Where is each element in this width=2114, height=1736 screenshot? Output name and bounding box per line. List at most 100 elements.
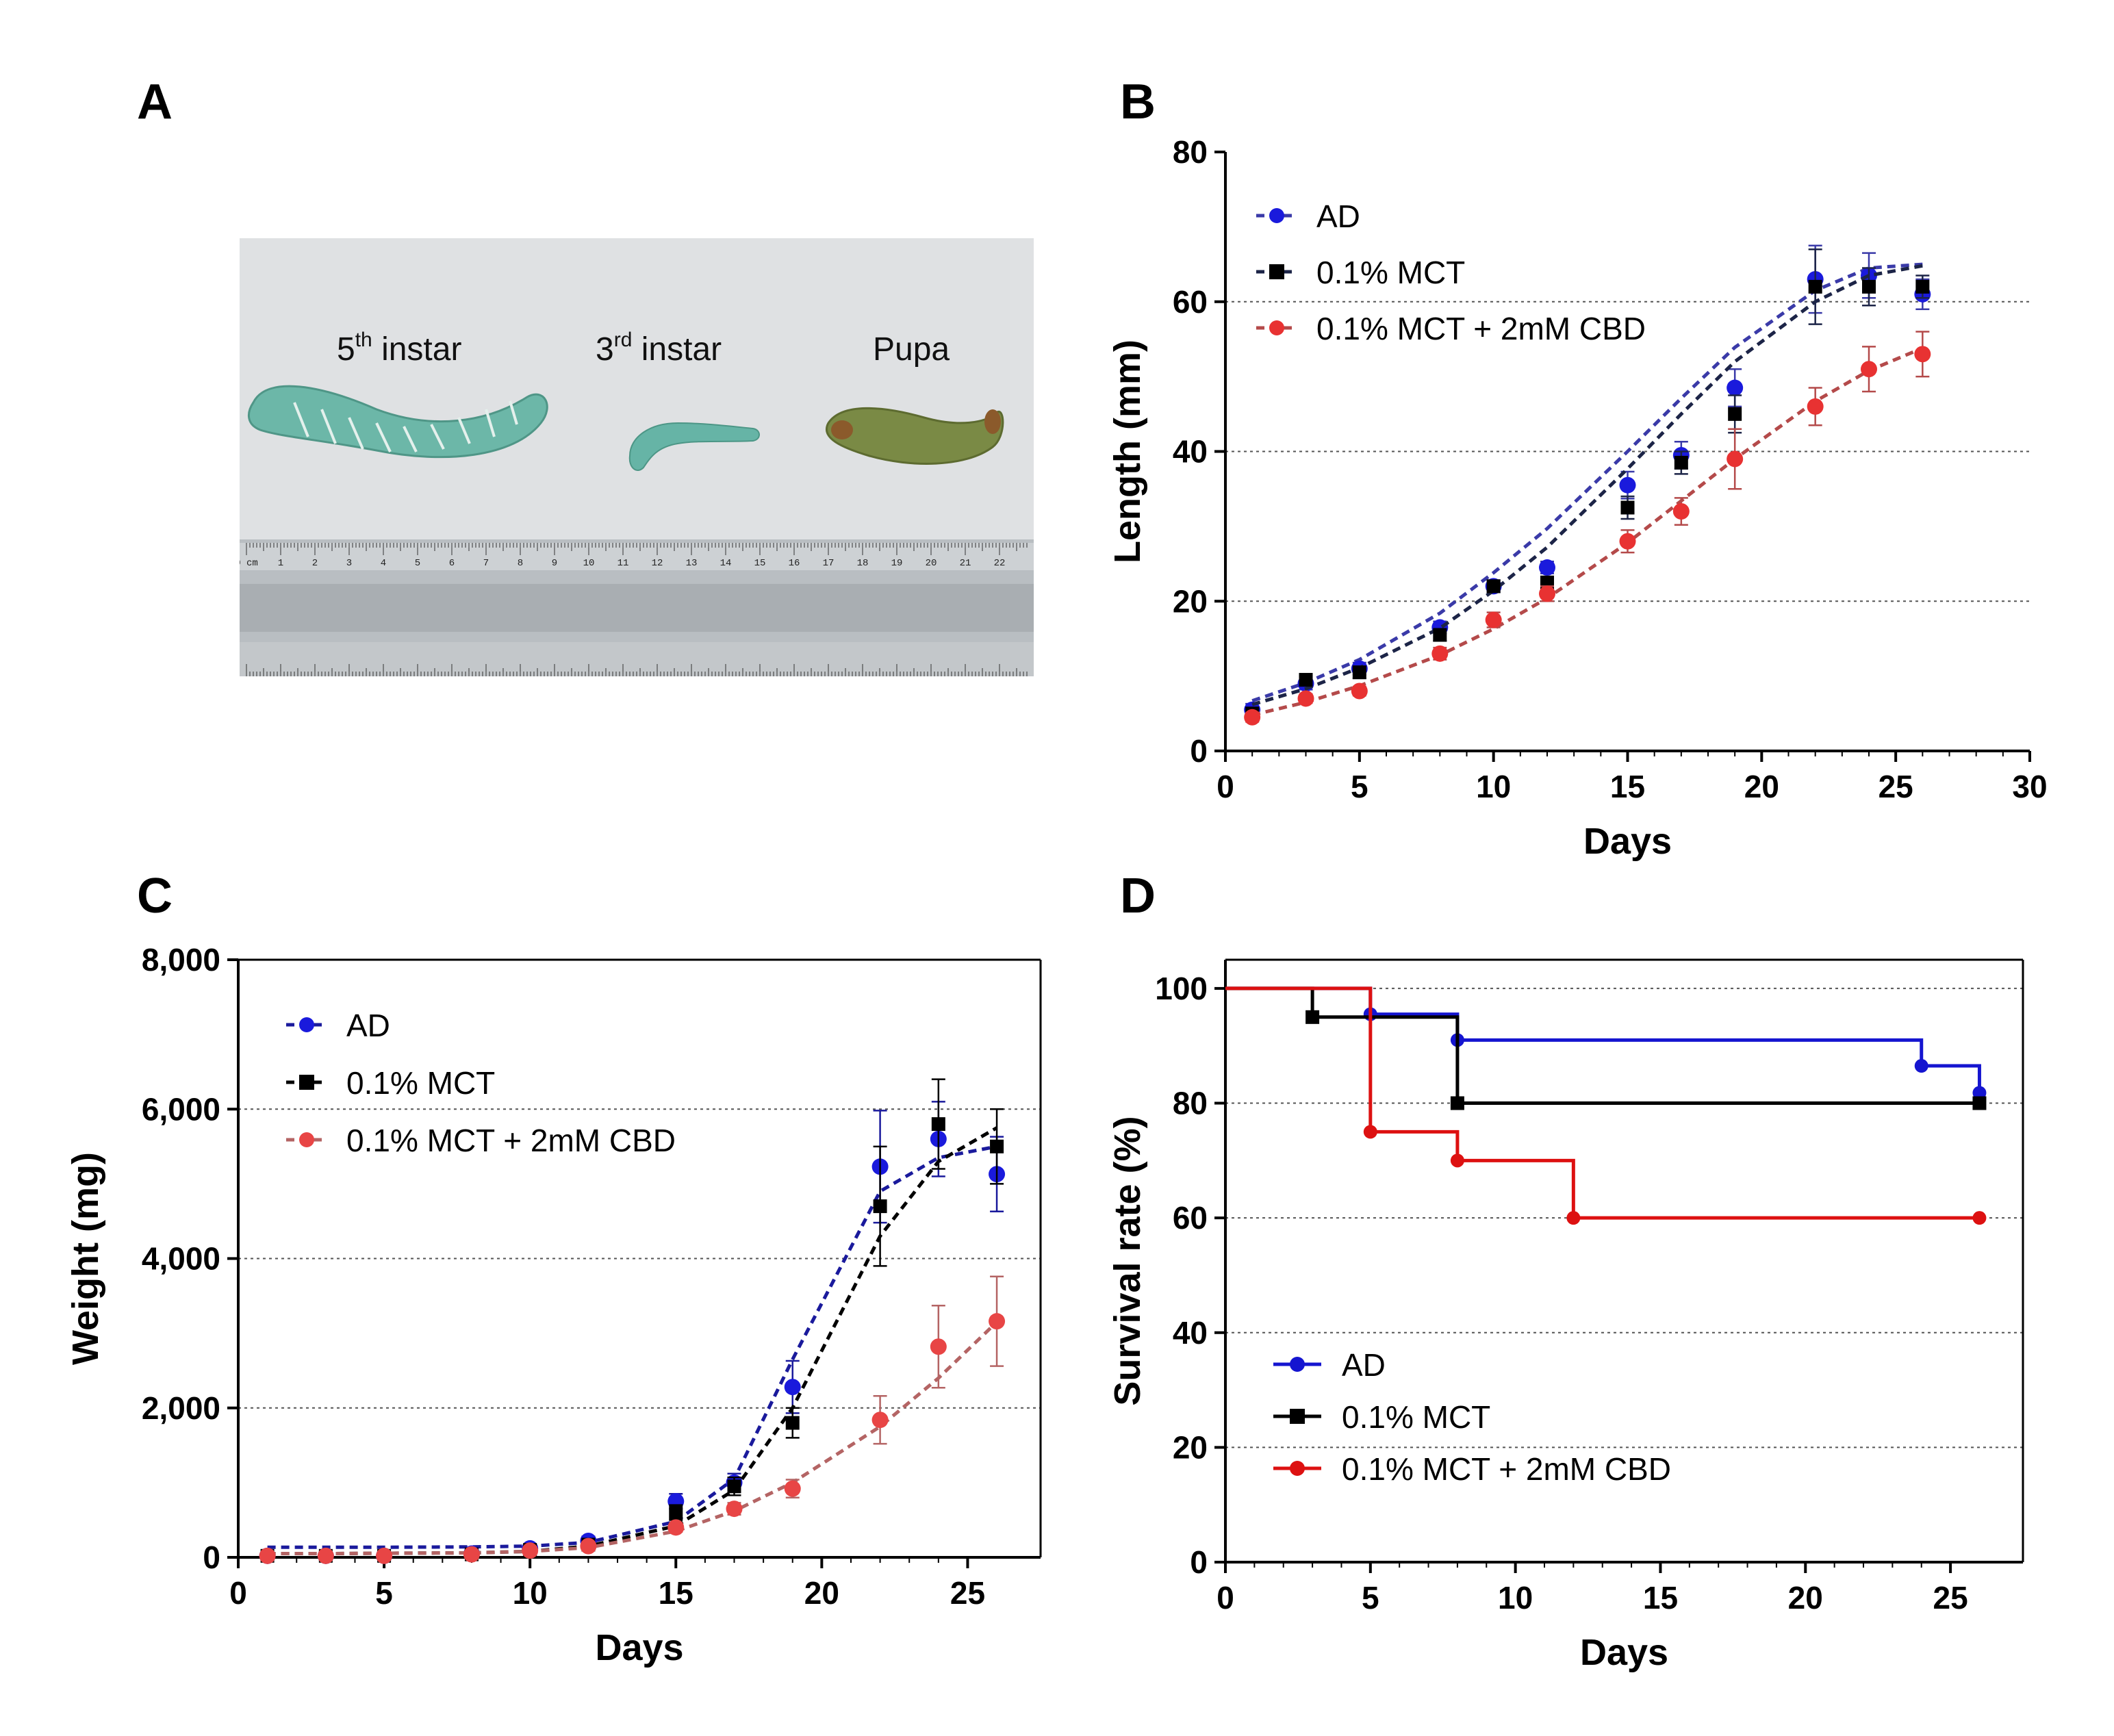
- data-point: [1727, 379, 1744, 396]
- data-point: [1351, 682, 1368, 700]
- survival-step-line: [1225, 986, 1981, 1093]
- legend-item: AD: [1256, 199, 1360, 234]
- data-point: [1672, 503, 1690, 520]
- panel-label-a: A: [137, 75, 173, 129]
- data-point: [727, 1479, 741, 1494]
- data-point: [376, 1547, 393, 1564]
- data-point: [1431, 645, 1449, 662]
- y-tick-label: 60: [1173, 1200, 1208, 1236]
- series-0: [1225, 986, 1987, 1100]
- y-tick-label: 80: [1173, 134, 1208, 170]
- data-point: [1620, 500, 1635, 515]
- legend-item: 0.1% MCT: [286, 1065, 495, 1101]
- x-tick-label: 20: [804, 1575, 839, 1611]
- data-point: [1727, 450, 1744, 468]
- data-point: [1728, 407, 1742, 421]
- photo-label-fifth-instar: 5th instar: [337, 329, 461, 368]
- panel-label-d: D: [1120, 869, 1156, 923]
- specimen-photo: 0 cm12345678910111213141516171819202122 …: [240, 238, 1034, 676]
- panel-label-c: C: [137, 869, 173, 923]
- legend-marker: [1290, 1461, 1305, 1476]
- survival-point: [1972, 1086, 1987, 1100]
- legend-marker: [299, 1132, 314, 1147]
- data-point: [784, 1480, 801, 1497]
- data-point: [1619, 533, 1636, 550]
- y-tick-label: 100: [1155, 971, 1208, 1006]
- survival-step-line: [1225, 986, 1980, 1106]
- survival-point: [1306, 1010, 1320, 1024]
- ruler-label: 2: [312, 558, 318, 569]
- ruler-label: 7: [483, 558, 489, 569]
- legend-item: 0.1% MCT + 2mM CBD: [286, 1123, 676, 1158]
- data-point: [1915, 279, 1930, 294]
- legend-label: AD: [346, 1008, 390, 1043]
- legend-label: AD: [1316, 199, 1360, 234]
- data-point: [1485, 611, 1502, 628]
- x-tick-label: 30: [2012, 769, 2047, 804]
- data-point: [1244, 709, 1261, 726]
- data-point: [669, 1505, 683, 1520]
- ruler-label: 17: [823, 558, 835, 569]
- fit-curve: [267, 1320, 998, 1556]
- x-tick-label: 10: [513, 1575, 548, 1611]
- x-axis-label: Days: [595, 1627, 683, 1668]
- data-point: [522, 1542, 539, 1559]
- legend-label: 0.1% MCT: [1316, 255, 1465, 290]
- legend-marker: [299, 1075, 314, 1090]
- x-tick-label: 15: [659, 1575, 693, 1611]
- data-point: [990, 1139, 1004, 1153]
- y-tick-label: 2,000: [142, 1390, 220, 1426]
- y-axis-label: Survival rate (%): [1107, 1116, 1148, 1405]
- data-point: [580, 1537, 597, 1555]
- y-tick-label: 4,000: [142, 1241, 220, 1277]
- chart-b: 0 5 10 15 20 25 30 0 20 40 60 80 Days Length (mm) AD 0.…: [1107, 134, 2048, 862]
- series-0: [259, 1101, 1006, 1564]
- x-tick-label: 0: [1217, 769, 1234, 804]
- y-tick-label: 20: [1173, 583, 1208, 619]
- data-point: [1674, 455, 1688, 470]
- series-1: [1245, 248, 1930, 721]
- ruler-label: 20: [926, 558, 937, 569]
- data-point: [1619, 476, 1636, 494]
- survival-point: [1914, 1059, 1928, 1073]
- legend-label: AD: [1342, 1347, 1386, 1383]
- legend-marker: [1290, 1357, 1305, 1372]
- fit-curve: [267, 1145, 997, 1549]
- legend-label: 0.1% MCT + 2mM CBD: [346, 1123, 676, 1158]
- survival-point: [1363, 1125, 1377, 1139]
- photo-shadow: [240, 238, 1034, 539]
- data-point: [871, 1412, 889, 1429]
- panel-label-b: B: [1120, 75, 1156, 129]
- x-tick-label: 20: [1744, 769, 1779, 804]
- ruler-label: 22: [994, 558, 1006, 569]
- series-2: [1225, 986, 1987, 1225]
- legend-label: 0.1% MCT + 2mM CBD: [1316, 311, 1646, 346]
- y-tick-label: 60: [1173, 284, 1208, 320]
- y-tick-label: 80: [1173, 1086, 1208, 1121]
- legend-item: AD: [1273, 1347, 1386, 1383]
- ruler-label: 15: [754, 558, 766, 569]
- survival-point: [1566, 1211, 1581, 1225]
- x-tick-label: 25: [1879, 769, 1913, 804]
- pupa: [826, 407, 1004, 465]
- data-point: [1861, 361, 1877, 378]
- ruler-label: 12: [652, 558, 663, 569]
- x-tick-label: 20: [1788, 1580, 1823, 1616]
- x-tick-label: 0: [229, 1575, 247, 1611]
- survival-point: [1450, 1096, 1464, 1110]
- data-point: [873, 1199, 887, 1214]
- y-tick-label: 40: [1173, 434, 1208, 470]
- series-2: [1244, 331, 1931, 726]
- fit-curve: [1251, 262, 1923, 703]
- ruler-label: 3: [346, 558, 352, 569]
- legend: AD 0.1% MCT 0.1% MCT + 2mM CBD: [1273, 1347, 1671, 1487]
- data-point: [1486, 579, 1501, 593]
- y-tick-label: 0: [203, 1540, 220, 1575]
- ruler-label: 13: [686, 558, 698, 569]
- x-tick-label: 5: [1351, 769, 1368, 804]
- ruler-label: 9: [552, 558, 557, 569]
- fit-curve: [1251, 346, 1924, 717]
- ruler-label: 4: [381, 558, 386, 569]
